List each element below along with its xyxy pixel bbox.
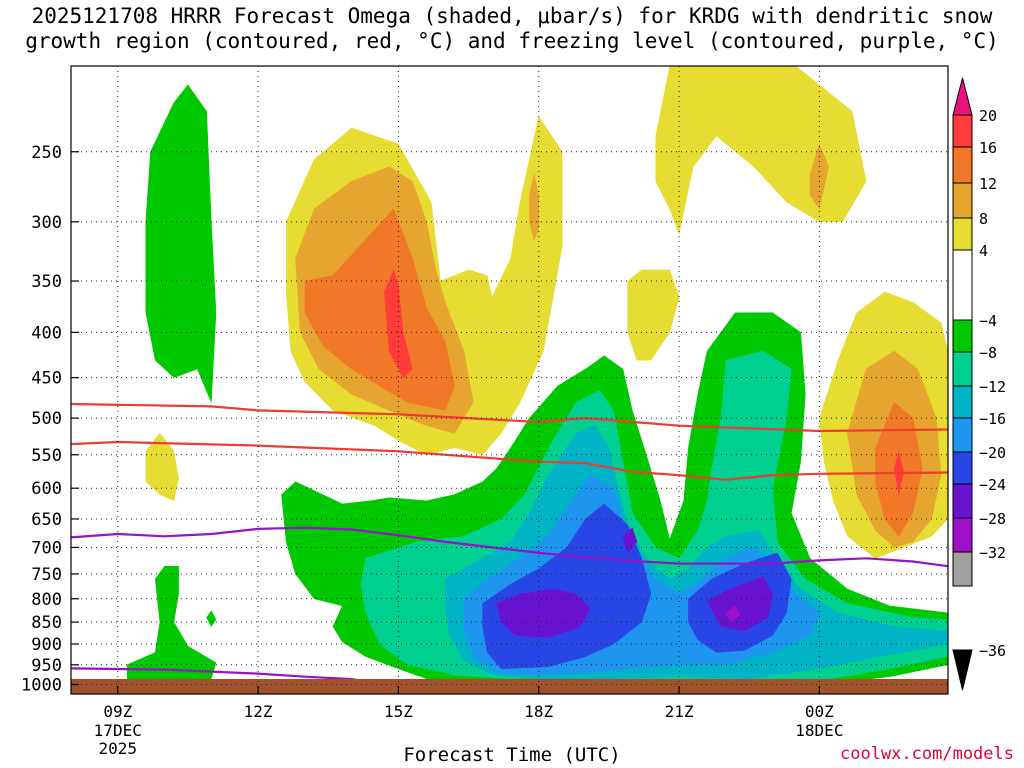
colorbar-swatch-12	[952, 517, 973, 553]
omega-region-9	[627, 269, 680, 361]
x-tick-label-21Z: 21Z	[665, 702, 694, 721]
source-credit: coolwx.com/models	[840, 744, 1014, 764]
omega-region-10	[655, 65, 867, 235]
grid-lines	[71, 66, 948, 694]
colorbar-label-7: −12	[979, 378, 1006, 396]
colorbar-swatch-14	[952, 649, 973, 691]
omega-region-21	[725, 605, 741, 623]
chart-title-line2: growth region (contoured, red, °C) and f…	[25, 29, 999, 53]
colorbar-label-11: −28	[979, 510, 1006, 528]
y-tick-label-850: 850	[31, 613, 62, 633]
y-tick-label-750: 750	[31, 565, 62, 585]
y-tick-label-700: 700	[31, 538, 62, 558]
y-tick-label-450: 450	[31, 369, 62, 389]
y-tick-label-400: 400	[31, 323, 62, 343]
x-tick-label-12Z: 12Z	[244, 702, 273, 721]
colorbar-label-3: 8	[979, 210, 988, 228]
colorbar-label-9: −20	[979, 444, 1006, 462]
colorbar-swatch-0	[952, 77, 973, 116]
colorbar-label-6: −8	[979, 344, 997, 362]
x-tick-label-09Z: 09Z	[103, 702, 132, 721]
colorbar-swatch-7	[952, 351, 973, 387]
contour-line-1	[70, 440, 949, 481]
y-tick-label-250: 250	[31, 143, 62, 163]
y-tick-label-650: 650	[31, 510, 62, 530]
omega-shaded-regions	[126, 65, 949, 685]
omega-region-8	[529, 173, 539, 241]
x-tick-label-00Z: 00Z	[805, 702, 834, 721]
x-axis-label: Forecast Time (UTC)	[403, 744, 621, 766]
colorbar-swatch-8	[952, 385, 973, 419]
colorbar: 20 16 12 8 4 −4 −8 −12 −16 −20 −24 −28 −32 −36	[952, 77, 1006, 691]
y-tick-label-550: 550	[31, 446, 62, 466]
y-tick-label-900: 900	[31, 635, 62, 655]
colorbar-label-1: 16	[979, 139, 997, 157]
chart-title: 2025121708 HRRR Forecast Omega (shaded, …	[0, 4, 1024, 54]
omega-region-6	[304, 208, 455, 411]
colorbar-label-13: −36	[979, 642, 1006, 660]
y-tick-label-600: 600	[31, 479, 62, 499]
y-tick-label-350: 350	[31, 272, 62, 292]
colorbar-label-8: −16	[979, 410, 1006, 428]
colorbar-swatch-9	[952, 417, 973, 453]
colorbar-label-4: 4	[979, 242, 988, 260]
colorbar-swatch-13	[952, 551, 973, 587]
colorbar-swatch-11	[952, 483, 973, 519]
y-tick-label-800: 800	[31, 590, 62, 610]
x-tick-label-18Z: 18Z	[524, 702, 553, 721]
omega-region-0	[145, 84, 217, 403]
x-tick-label-15Z: 15Z	[384, 702, 413, 721]
omega-region-7	[384, 269, 413, 378]
colorbar-swatch-1	[952, 114, 973, 148]
contour-line-2	[70, 526, 949, 568]
colorbar-label-5: −4	[979, 312, 997, 330]
x-tick-label-09Z-sub1: 17DEC	[94, 721, 142, 740]
colorbar-swatch-2	[952, 146, 973, 184]
y-axis-ticks: 2503003504004505005506006507007508008509…	[21, 143, 79, 696]
y-tick-label-950: 950	[31, 656, 62, 676]
colorbar-swatch-10	[952, 451, 973, 485]
colorbar-swatch-4	[952, 217, 973, 251]
omega-region-3	[206, 610, 217, 627]
x-tick-label-00Z-sub1: 18DEC	[795, 721, 843, 740]
plot-frame	[70, 65, 949, 695]
y-tick-label-1000: 1000	[21, 676, 62, 696]
y-tick-label-300: 300	[31, 213, 62, 233]
chart-title-line1: 2025121708 HRRR Forecast Omega (shaded, …	[31, 4, 993, 28]
colorbar-label-10: −24	[979, 476, 1006, 494]
y-tick-label-500: 500	[31, 409, 62, 429]
omega-region-1	[145, 432, 179, 502]
colorbar-swatch-6	[952, 319, 973, 353]
colorbar-label-0: 20	[979, 107, 997, 125]
omega-region-18	[496, 588, 591, 638]
colorbar-swatch-3	[952, 182, 973, 219]
ground-surface	[71, 679, 948, 694]
colorbar-swatch-5	[952, 249, 973, 321]
x-tick-label-09Z-sub2: 2025	[99, 739, 138, 758]
colorbar-label-12: −32	[979, 544, 1006, 562]
omega-region-20	[706, 576, 773, 632]
colorbar-label-2: 12	[979, 175, 997, 193]
